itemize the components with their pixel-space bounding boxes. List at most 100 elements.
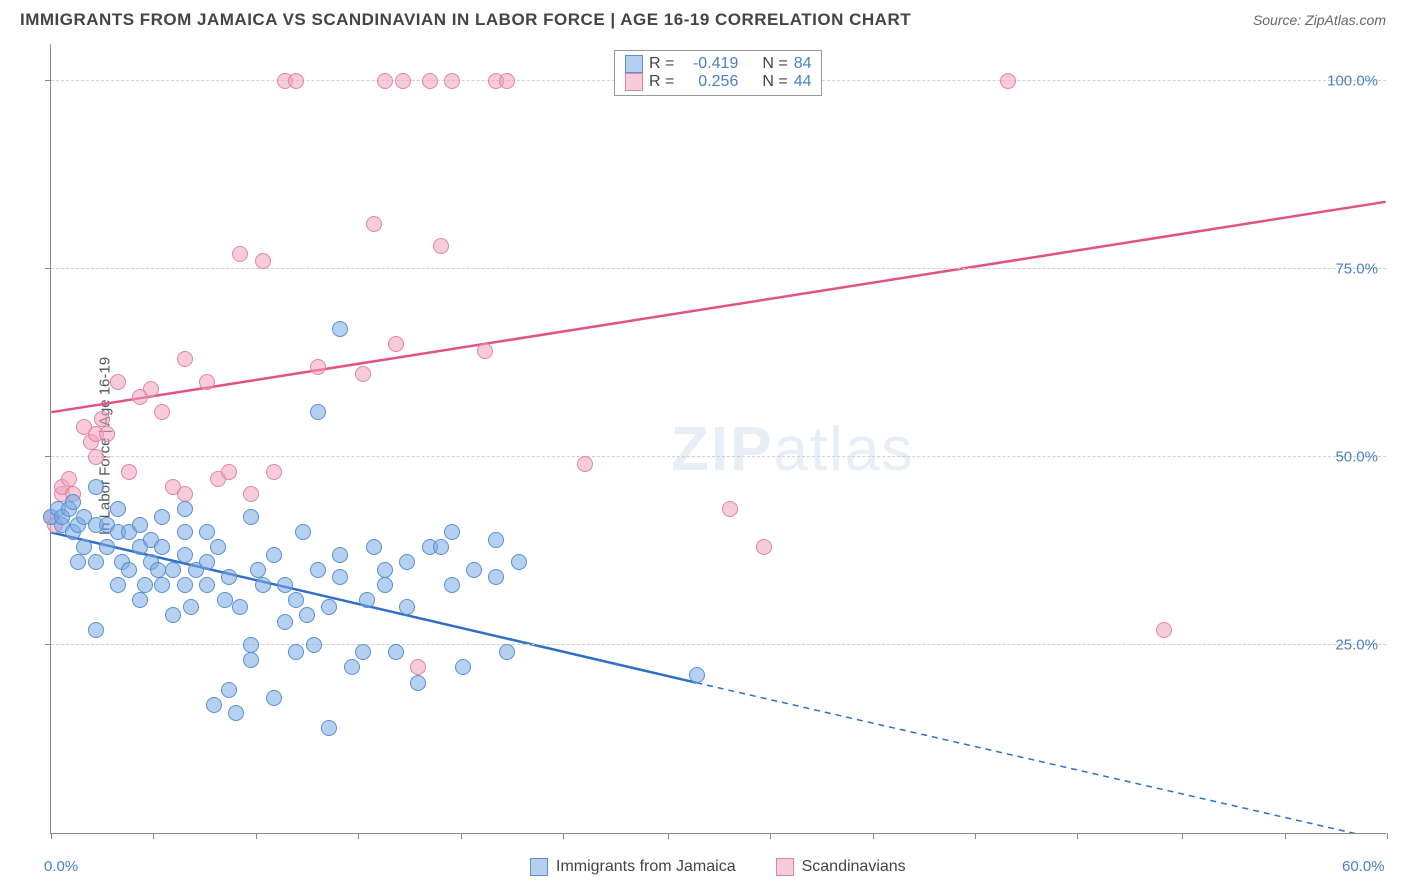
x-tick — [1285, 833, 1286, 839]
data-point-pink — [154, 404, 170, 420]
data-point-blue — [165, 607, 181, 623]
data-point-pink — [377, 73, 393, 89]
trend-lines — [51, 44, 1386, 833]
data-point-pink — [310, 359, 326, 375]
legend-swatch-pink — [776, 858, 794, 876]
data-point-blue — [137, 577, 153, 593]
data-point-pink — [177, 486, 193, 502]
watermark-light: atlas — [773, 415, 914, 484]
data-point-blue — [65, 494, 81, 510]
data-point-blue — [295, 524, 311, 540]
x-tick — [358, 833, 359, 839]
n-value-pink: 44 — [794, 73, 812, 91]
watermark-bold: ZIP — [671, 415, 773, 484]
data-point-blue — [332, 569, 348, 585]
data-point-blue — [132, 517, 148, 533]
r-value-blue: -0.419 — [680, 55, 738, 73]
data-point-pink — [388, 336, 404, 352]
x-tick — [461, 833, 462, 839]
x-tick-label-min: 0.0% — [44, 858, 78, 875]
data-point-blue — [466, 562, 482, 578]
data-point-blue — [243, 637, 259, 653]
data-point-blue — [121, 562, 137, 578]
data-point-blue — [221, 569, 237, 585]
y-tick-label: 75.0% — [1327, 260, 1378, 277]
data-point-pink — [94, 411, 110, 427]
data-point-pink — [255, 253, 271, 269]
data-point-pink — [422, 73, 438, 89]
data-point-blue — [332, 547, 348, 563]
data-point-blue — [150, 562, 166, 578]
x-tick — [1182, 833, 1183, 839]
legend-item-jamaica: Immigrants from Jamaica — [530, 858, 736, 876]
n-label: N = — [762, 73, 787, 91]
data-point-pink — [433, 238, 449, 254]
data-point-pink — [722, 501, 738, 517]
stats-legend: R =-0.419N =84R =0.256N =44 — [614, 50, 822, 96]
data-point-blue — [444, 524, 460, 540]
data-point-pink — [395, 73, 411, 89]
data-point-pink — [1000, 73, 1016, 89]
data-point-blue — [199, 524, 215, 540]
data-point-blue — [88, 479, 104, 495]
data-point-blue — [388, 644, 404, 660]
data-point-pink — [756, 539, 772, 555]
gridline — [51, 456, 1386, 457]
y-tick-label: 25.0% — [1327, 636, 1378, 653]
data-point-blue — [221, 682, 237, 698]
data-point-blue — [206, 697, 222, 713]
data-point-pink — [143, 381, 159, 397]
data-point-pink — [243, 486, 259, 502]
stats-row-pink: R =0.256N =44 — [625, 73, 811, 91]
data-point-blue — [444, 577, 460, 593]
chart-title: IMMIGRANTS FROM JAMAICA VS SCANDINAVIAN … — [20, 10, 911, 30]
data-point-pink — [577, 456, 593, 472]
data-point-blue — [344, 659, 360, 675]
data-point-blue — [377, 562, 393, 578]
data-point-blue — [250, 562, 266, 578]
data-point-pink — [232, 246, 248, 262]
n-label: N = — [762, 55, 787, 73]
data-point-blue — [366, 539, 382, 555]
data-point-pink — [99, 426, 115, 442]
data-point-blue — [488, 532, 504, 548]
data-point-blue — [99, 539, 115, 555]
x-tick — [153, 833, 154, 839]
data-point-blue — [199, 577, 215, 593]
data-point-blue — [299, 607, 315, 623]
x-tick — [1387, 833, 1388, 839]
y-tick-label: 100.0% — [1319, 72, 1378, 89]
data-point-blue — [177, 524, 193, 540]
data-point-blue — [277, 614, 293, 630]
data-point-blue — [217, 592, 233, 608]
data-point-blue — [177, 577, 193, 593]
data-point-blue — [266, 547, 282, 563]
series-legend: Immigrants from Jamaica Scandinavians — [530, 858, 906, 876]
x-tick — [975, 833, 976, 839]
data-point-pink — [121, 464, 137, 480]
data-point-blue — [76, 539, 92, 555]
n-value-blue: 84 — [794, 55, 812, 73]
data-point-blue — [321, 599, 337, 615]
data-point-blue — [288, 644, 304, 660]
legend-item-scandinavians: Scandinavians — [776, 858, 906, 876]
legend-swatch-blue — [530, 858, 548, 876]
x-tick — [770, 833, 771, 839]
data-point-blue — [183, 599, 199, 615]
data-point-blue — [511, 554, 527, 570]
data-point-blue — [689, 667, 705, 683]
data-point-pink — [110, 374, 126, 390]
data-point-blue — [410, 675, 426, 691]
data-point-pink — [1156, 622, 1172, 638]
r-value-pink: 0.256 — [680, 73, 738, 91]
data-point-blue — [154, 577, 170, 593]
data-point-blue — [399, 599, 415, 615]
data-point-pink — [410, 659, 426, 675]
source-label: Source: ZipAtlas.com — [1253, 12, 1386, 28]
data-point-blue — [359, 592, 375, 608]
data-point-blue — [488, 569, 504, 585]
y-tick-label: 50.0% — [1327, 448, 1378, 465]
legend-label-scandinavians: Scandinavians — [802, 858, 906, 876]
data-point-blue — [266, 690, 282, 706]
legend-label-jamaica: Immigrants from Jamaica — [556, 858, 736, 876]
